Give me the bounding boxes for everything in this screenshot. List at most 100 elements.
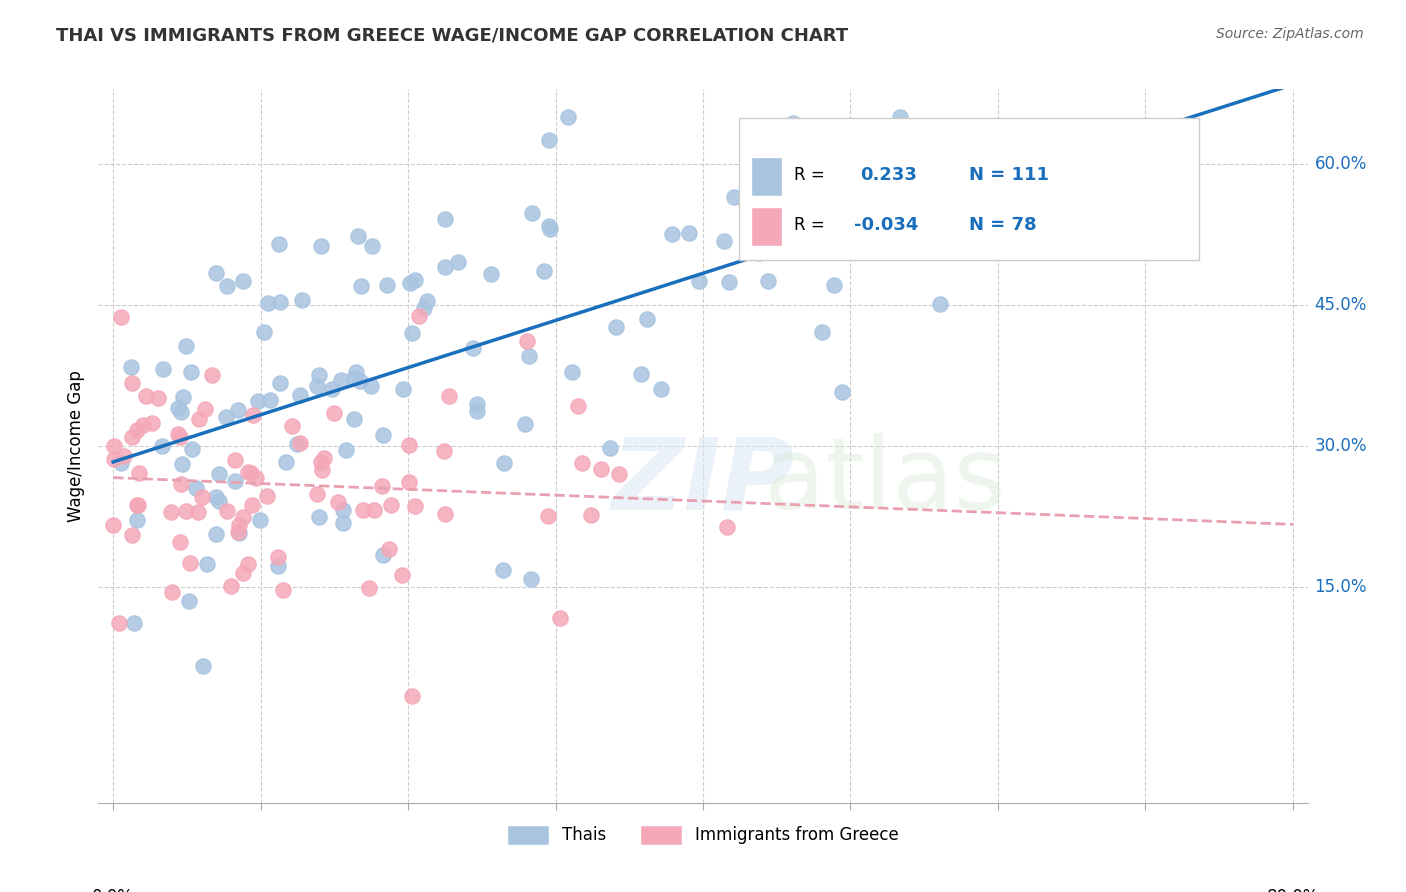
Point xyxy=(517,349,540,363)
Point xyxy=(605,319,627,334)
Point xyxy=(232,566,254,580)
Point xyxy=(811,325,834,339)
Point xyxy=(404,273,426,287)
Point xyxy=(344,365,367,379)
Point xyxy=(103,517,125,532)
Point xyxy=(200,368,222,383)
Point xyxy=(141,416,163,430)
Point xyxy=(219,579,242,593)
FancyBboxPatch shape xyxy=(740,118,1199,260)
Text: 45.0%: 45.0% xyxy=(1315,296,1367,314)
Text: ZIP: ZIP xyxy=(612,434,794,530)
Point xyxy=(152,362,174,376)
Point xyxy=(120,360,142,375)
Point xyxy=(215,410,238,425)
Point xyxy=(228,517,250,532)
Point xyxy=(267,550,290,565)
Point xyxy=(579,508,602,523)
Point xyxy=(135,389,157,403)
Point xyxy=(195,558,218,572)
Point xyxy=(866,227,889,241)
Point xyxy=(723,189,745,203)
Text: N = 78: N = 78 xyxy=(969,216,1036,234)
Point xyxy=(332,503,354,517)
Point xyxy=(360,379,382,393)
Text: 30.0%: 30.0% xyxy=(1315,437,1367,455)
Point xyxy=(121,430,143,444)
FancyBboxPatch shape xyxy=(751,157,782,196)
Text: 0.233: 0.233 xyxy=(860,166,917,184)
Point xyxy=(215,504,238,518)
Point xyxy=(561,365,583,379)
Legend: Thais, Immigrants from Greece: Thais, Immigrants from Greece xyxy=(501,818,905,852)
Point xyxy=(377,542,399,557)
Point xyxy=(433,212,456,227)
Point xyxy=(782,116,804,130)
Point xyxy=(890,244,912,259)
Point xyxy=(446,255,468,269)
Point xyxy=(269,294,291,309)
Point xyxy=(492,456,515,470)
Point xyxy=(391,568,413,582)
Point xyxy=(193,658,215,673)
Point xyxy=(128,466,150,480)
Point xyxy=(831,385,853,400)
Point xyxy=(713,234,735,248)
Point xyxy=(661,227,683,241)
Point xyxy=(375,278,398,293)
Point xyxy=(288,388,311,402)
Point xyxy=(650,382,672,396)
Point xyxy=(335,443,357,458)
Point xyxy=(121,528,143,542)
Point xyxy=(839,245,862,260)
Point xyxy=(166,401,188,416)
Point xyxy=(187,505,209,519)
Point xyxy=(309,455,332,469)
Point xyxy=(239,466,262,480)
Point xyxy=(170,405,193,419)
Point xyxy=(205,526,228,541)
Point xyxy=(215,279,238,293)
Point xyxy=(242,408,264,422)
Point xyxy=(357,581,380,595)
Point xyxy=(321,382,343,396)
Point xyxy=(363,503,385,517)
Point xyxy=(169,534,191,549)
Point xyxy=(756,274,779,288)
Point xyxy=(401,326,423,341)
Point xyxy=(533,264,555,278)
Point xyxy=(717,275,740,289)
Point xyxy=(343,371,366,385)
Point xyxy=(380,498,402,512)
Point xyxy=(274,454,297,468)
Text: -0.034: -0.034 xyxy=(855,216,918,234)
Text: 60.0%: 60.0% xyxy=(1315,155,1367,173)
Point xyxy=(599,441,621,455)
Point xyxy=(461,341,484,355)
Point xyxy=(238,558,260,572)
Point xyxy=(103,451,125,466)
Point xyxy=(636,312,658,326)
Point xyxy=(172,390,194,404)
Point xyxy=(688,274,710,288)
Text: 0.0%: 0.0% xyxy=(93,888,134,892)
Point xyxy=(537,133,560,147)
Point xyxy=(349,374,371,388)
Point xyxy=(194,402,217,417)
Point xyxy=(308,510,330,524)
Point xyxy=(125,513,148,527)
Point xyxy=(291,293,314,308)
Point xyxy=(285,437,308,451)
Point xyxy=(492,563,515,577)
Point xyxy=(224,453,246,467)
Point xyxy=(404,499,426,513)
Point xyxy=(170,457,193,471)
Point xyxy=(208,494,231,508)
Point xyxy=(398,475,420,489)
Point xyxy=(108,615,131,630)
Point xyxy=(328,494,350,508)
Point xyxy=(748,245,770,260)
Point xyxy=(782,123,804,137)
Point xyxy=(513,417,536,432)
Point xyxy=(630,368,652,382)
